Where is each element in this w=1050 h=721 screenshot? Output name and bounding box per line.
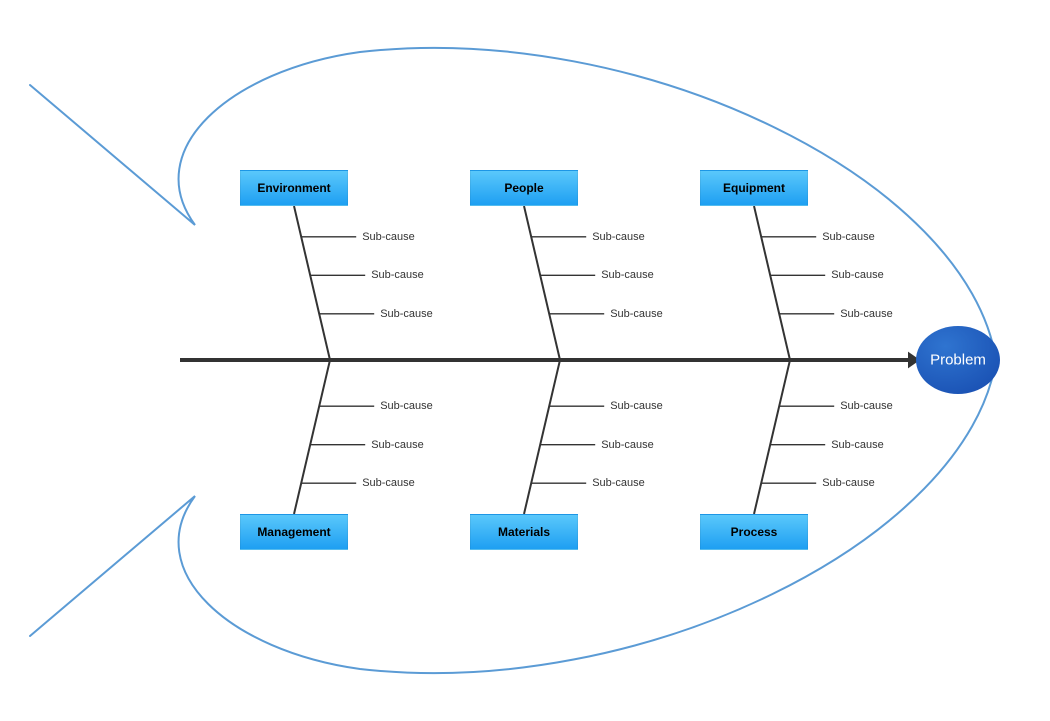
subcause-label: Sub-cause xyxy=(840,400,893,412)
subcause-label: Sub-cause xyxy=(362,477,415,489)
subcause-label: Sub-cause xyxy=(371,269,424,281)
category-box-process: Process xyxy=(700,514,808,550)
subcause-label: Sub-cause xyxy=(840,308,893,320)
subcause-label: Sub-cause xyxy=(371,439,424,451)
subcause-label: Sub-cause xyxy=(592,231,645,243)
rib-equipment xyxy=(754,206,790,360)
subcause-label: Sub-cause xyxy=(592,477,645,489)
problem-head xyxy=(916,326,1000,394)
rib-people xyxy=(524,206,560,360)
category-box-people: People xyxy=(470,170,578,206)
subcause-label: Sub-cause xyxy=(362,231,415,243)
subcause-label: Sub-cause xyxy=(601,269,654,281)
rib-process xyxy=(754,360,790,514)
fishbone-diagram: Problem Sub-causeSub-causeSub-causeEnvir… xyxy=(0,0,1050,721)
subcause-label: Sub-cause xyxy=(831,439,884,451)
rib-environment xyxy=(294,206,330,360)
subcause-label: Sub-cause xyxy=(380,400,433,412)
category-box-materials: Materials xyxy=(470,514,578,550)
subcause-label: Sub-cause xyxy=(831,269,884,281)
subcause-label: Sub-cause xyxy=(822,477,875,489)
fishbone-svg xyxy=(0,0,1050,721)
category-box-environment: Environment xyxy=(240,170,348,206)
rib-management xyxy=(294,360,330,514)
subcause-label: Sub-cause xyxy=(822,231,875,243)
subcause-label: Sub-cause xyxy=(610,308,663,320)
rib-materials xyxy=(524,360,560,514)
subcause-label: Sub-cause xyxy=(380,308,433,320)
category-box-management: Management xyxy=(240,514,348,550)
subcause-label: Sub-cause xyxy=(601,439,654,451)
category-box-equipment: Equipment xyxy=(700,170,808,206)
subcause-label: Sub-cause xyxy=(610,400,663,412)
